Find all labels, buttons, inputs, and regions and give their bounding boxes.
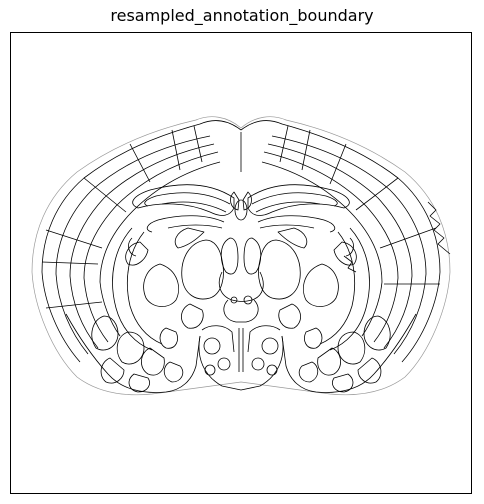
- cortex-division-left-a: [193, 125, 203, 163]
- hippocampus-left-inner-1: [144, 192, 231, 207]
- thalamus-left-lateral: [181, 239, 224, 300]
- thalamus-left-medial: [220, 237, 239, 275]
- hypothalamus-outline: [198, 335, 284, 391]
- cortex-division-left-c: [129, 143, 151, 183]
- habenula-left: [230, 191, 240, 211]
- hippocampus-right-outer: [247, 184, 350, 216]
- lower-left-nucleus-2: [116, 331, 145, 365]
- fiber-tract-left: [112, 227, 153, 351]
- cortex-edge-detail-right: [427, 201, 451, 255]
- lower-left-nucleus-6: [159, 327, 178, 349]
- thalamus-right-dorsal: [277, 227, 308, 249]
- thalamus-right-medial: [243, 237, 262, 275]
- lower-right-region-outline: [281, 313, 417, 393]
- image-frame: [10, 32, 472, 494]
- center-small-dot-2: [230, 296, 238, 304]
- central-structure-b: [223, 299, 259, 323]
- lower-left-nucleus-7: [163, 361, 184, 383]
- fiber-tract-right: [329, 227, 370, 351]
- annotation-boundary-image: [31, 116, 451, 396]
- hypothalamic-nucleus-left-1: [203, 337, 221, 355]
- cortex-layer-left-2: [69, 143, 215, 349]
- figure-title: resampled_annotation_boundary: [110, 6, 374, 25]
- lower-left-nucleus-1: [91, 315, 119, 351]
- lateral-nucleus-right-2: [333, 241, 357, 266]
- third-ventricle-top: [234, 199, 248, 221]
- cortex-division-right-d: [355, 177, 399, 211]
- lower-right-nucleus-4: [317, 347, 341, 376]
- lower-left-nucleus-5: [128, 373, 150, 393]
- fiber-tract-left-2: [127, 231, 163, 345]
- cortex-layer-left-4: [99, 161, 221, 337]
- cortex-division-right-e: [379, 227, 437, 249]
- lateral-nucleus-left-3: [181, 303, 204, 329]
- hippocampus-left-inner-2: [161, 201, 227, 213]
- cortex-division-right-b: [301, 129, 311, 171]
- hippocampus-left-outer: [132, 184, 235, 216]
- cortex-division-left-f: [41, 261, 99, 265]
- cortex-division-left-g: [45, 301, 103, 309]
- cortex-layer-right-1: [271, 135, 427, 355]
- lower-right-nucleus-3: [357, 357, 382, 384]
- lower-right-nucleus-1: [363, 315, 391, 351]
- lower-left-nucleus-4: [141, 347, 165, 376]
- brain-outer-outline: [31, 116, 451, 396]
- center-small-dot: [243, 295, 253, 305]
- lower-right-nucleus-6: [304, 327, 323, 349]
- cortex-outer-boundary: [41, 120, 441, 363]
- lateral-nucleus-left-1: [143, 263, 179, 307]
- cortex-division-left-e: [45, 229, 103, 249]
- lateral-nucleus-right-1: [303, 263, 339, 307]
- thalamus-right-lateral: [258, 239, 301, 300]
- hippocampus-right-inner-1: [251, 192, 338, 207]
- hypothalamic-nucleus-right-3: [266, 364, 278, 376]
- hippocampus-right-inner-2: [255, 201, 321, 213]
- hypothalamic-region-left: [201, 325, 235, 353]
- hypothalamic-region-right: [247, 325, 281, 353]
- lower-right-nucleus-7: [298, 361, 319, 383]
- hippocampus-right-inner-4: [259, 224, 315, 229]
- fiber-tract-right-2: [319, 231, 355, 345]
- hypothalamic-nucleus-right-1: [261, 337, 279, 355]
- cortex-division-right-c: [329, 143, 347, 185]
- cortex-division-left-b: [171, 129, 181, 171]
- hippocampus-left-inner-4: [167, 224, 223, 229]
- cortex-layer-left-1: [55, 135, 211, 355]
- cortex-layer-right-2: [267, 143, 413, 349]
- thalamus-left-dorsal: [174, 227, 205, 249]
- hypothalamic-nucleus-left-3: [204, 364, 216, 376]
- cortex-division-left-d: [83, 177, 127, 213]
- ventricle-left-detail: [128, 237, 137, 257]
- lower-left-nucleus-3: [100, 357, 125, 384]
- central-structure-a: [218, 271, 264, 302]
- hypothalamic-nucleus-left-2: [217, 357, 231, 371]
- lateral-nucleus-left-2: [125, 241, 149, 266]
- midline-lower: [238, 328, 244, 372]
- hypothalamic-nucleus-right-2: [251, 357, 265, 371]
- lower-left-region-outline: [65, 313, 201, 393]
- cortex-division-right-a: [279, 125, 289, 163]
- lateral-nucleus-right-3: [278, 303, 301, 329]
- hippocampus-right-inner-3: [257, 215, 336, 233]
- cortex-layer-right-3: [263, 151, 399, 343]
- cortex-layer-left-3: [83, 151, 219, 343]
- cortex-layer-right-4: [261, 161, 383, 337]
- lower-right-nucleus-2: [337, 331, 366, 365]
- hippocampus-left-inner-3: [146, 215, 225, 233]
- ventricle-right-detail: [345, 237, 354, 257]
- habenula-right: [242, 191, 252, 211]
- lower-right-nucleus-5: [332, 373, 354, 393]
- squiggle-right: [343, 255, 357, 273]
